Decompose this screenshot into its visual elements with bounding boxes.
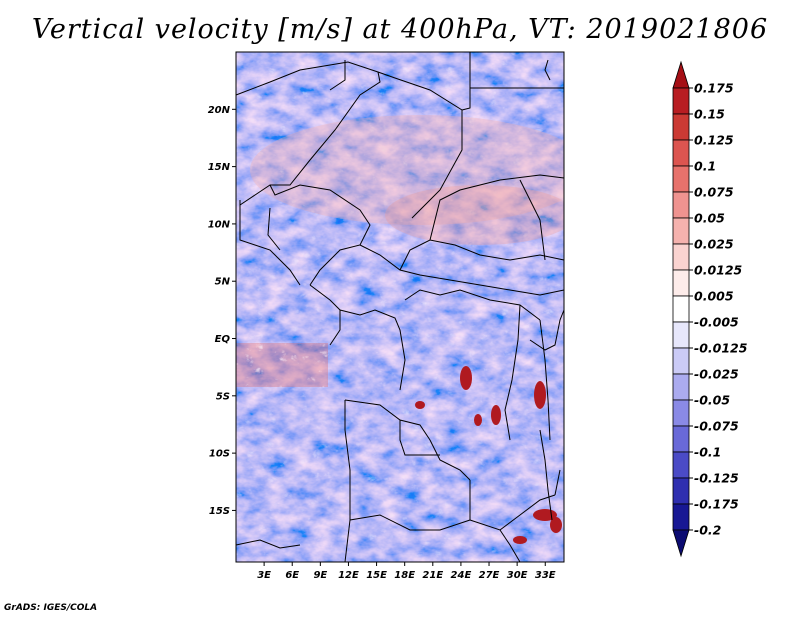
longitude-axis: 3E 6E 9E 12E 15E 18E 21E 24E 27E 30E 33E <box>257 562 556 581</box>
lon-tick-label: 9E <box>313 570 327 581</box>
lat-tick-label: 15N <box>208 162 231 173</box>
lat-tick-label: EQ <box>215 334 231 345</box>
latitude-axis: 20N 15N 10N 5N EQ 5S 10S 15S <box>208 105 236 517</box>
lon-tick-label: 24E <box>451 570 472 581</box>
colorbar: 0.175 0.15 0.125 0.1 0.075 0.05 0.025 0.0125 0.0… <box>672 60 748 558</box>
lon-tick-label: 21E <box>422 570 443 581</box>
colorbar-swatch <box>672 529 690 558</box>
lat-tick-label: 5S <box>216 391 230 402</box>
colorbar-label: -0.1 <box>694 445 721 460</box>
map-frame <box>235 51 565 563</box>
colorbar-label: -0.0125 <box>694 341 748 356</box>
colorbar-swatch <box>672 477 690 505</box>
chart-title: Vertical velocity [m/s] at 400hPa, VT: 2… <box>31 14 769 45</box>
country-borders <box>235 52 565 563</box>
lon-tick-label: 12E <box>338 570 359 581</box>
lat-tick-label: 20N <box>208 105 231 116</box>
lon-tick-label: 30E <box>507 570 528 581</box>
colorbar-swatch <box>672 399 690 427</box>
colorbar-swatch <box>672 451 690 479</box>
colorbar-label: -0.2 <box>694 523 721 538</box>
colorbar-label: 0.025 <box>694 237 734 252</box>
colorbar-label: -0.05 <box>694 393 730 408</box>
colorbar-label: -0.005 <box>694 315 739 330</box>
colorbar-swatch <box>672 503 690 531</box>
colorbar-swatch <box>672 321 690 349</box>
colorbar-label: -0.025 <box>694 367 739 382</box>
colorbar-swatch <box>672 165 690 193</box>
colorbar-label: -0.175 <box>694 497 739 512</box>
colorbar-swatch <box>672 191 690 219</box>
colorbar-label: 0.1 <box>694 159 716 174</box>
lon-tick-label: 18E <box>394 570 415 581</box>
colorbar-swatch <box>672 139 690 167</box>
colorbar-label: 0.075 <box>694 185 734 200</box>
colorbar-label: 0.005 <box>694 289 734 304</box>
colorbar-label: 0.15 <box>694 107 725 122</box>
lon-tick-label: 3E <box>257 570 271 581</box>
colorbar-swatch <box>672 373 690 401</box>
colorbar-label: 0.175 <box>694 81 734 96</box>
colorbar-swatch <box>672 425 690 453</box>
lat-tick-label: 5N <box>215 277 231 288</box>
colorbar-label: 0.05 <box>694 211 725 226</box>
colorbar-label: 0.0125 <box>694 263 743 278</box>
lon-tick-label: 27E <box>479 570 500 581</box>
lat-tick-label: 15S <box>209 506 230 517</box>
colorbar-swatch <box>672 269 690 297</box>
colorbar-swatch <box>672 60 690 89</box>
footer-credit: GrADS: IGES/COLA <box>4 603 98 613</box>
colorbar-swatch <box>672 113 690 141</box>
lon-tick-label: 15E <box>366 570 387 581</box>
lon-tick-label: 33E <box>535 570 556 581</box>
colorbar-label: -0.075 <box>694 419 739 434</box>
colorbar-swatch <box>672 295 690 323</box>
lat-tick-label: 10N <box>208 219 231 230</box>
colorbar-swatch <box>672 347 690 375</box>
colorbar-swatch <box>672 87 690 115</box>
colorbar-swatch <box>672 243 690 271</box>
colorbar-label: -0.125 <box>694 471 739 486</box>
lat-tick-label: 10S <box>209 449 230 460</box>
colorbar-label: 0.125 <box>694 133 734 148</box>
velocity-field <box>236 52 564 562</box>
lon-tick-label: 6E <box>285 570 299 581</box>
colorbar-swatch <box>672 217 690 245</box>
